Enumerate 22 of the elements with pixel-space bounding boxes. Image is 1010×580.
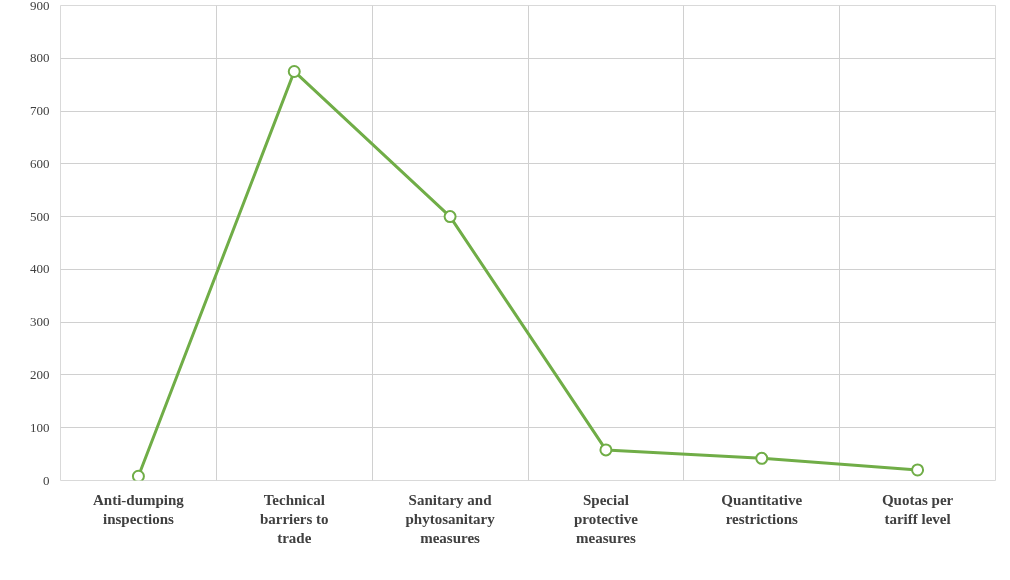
x-tick-label: Quotas per tariff level — [881, 491, 954, 527]
y-tick-label: 600 — [30, 155, 50, 171]
y-tick-label: 100 — [30, 419, 50, 435]
y-tick-label: 0 — [43, 472, 50, 488]
y-tick-label: 200 — [30, 366, 50, 382]
x-tick-label: Sanitary and phytosanitary measures — [405, 491, 496, 546]
point — [911, 463, 925, 477]
point — [755, 451, 769, 465]
y-tick-label: 800 — [30, 50, 50, 66]
point — [443, 210, 457, 224]
point — [287, 64, 301, 78]
y-tick-label: 300 — [30, 314, 50, 330]
x-tick-label: Technical barriers to trade — [259, 491, 329, 546]
x-tick-label: Quantitative restrictions — [721, 491, 803, 527]
y-tick-label: 900 — [30, 0, 50, 13]
y-tick-label: 700 — [30, 103, 50, 119]
point — [599, 443, 613, 457]
y-tick-label: 500 — [30, 208, 50, 224]
x-tick-label: Special protective measures — [573, 491, 639, 546]
point — [131, 469, 145, 481]
x-tick-label: Anti-dumping inspections — [92, 491, 185, 527]
y-tick-label: 400 — [30, 261, 50, 277]
